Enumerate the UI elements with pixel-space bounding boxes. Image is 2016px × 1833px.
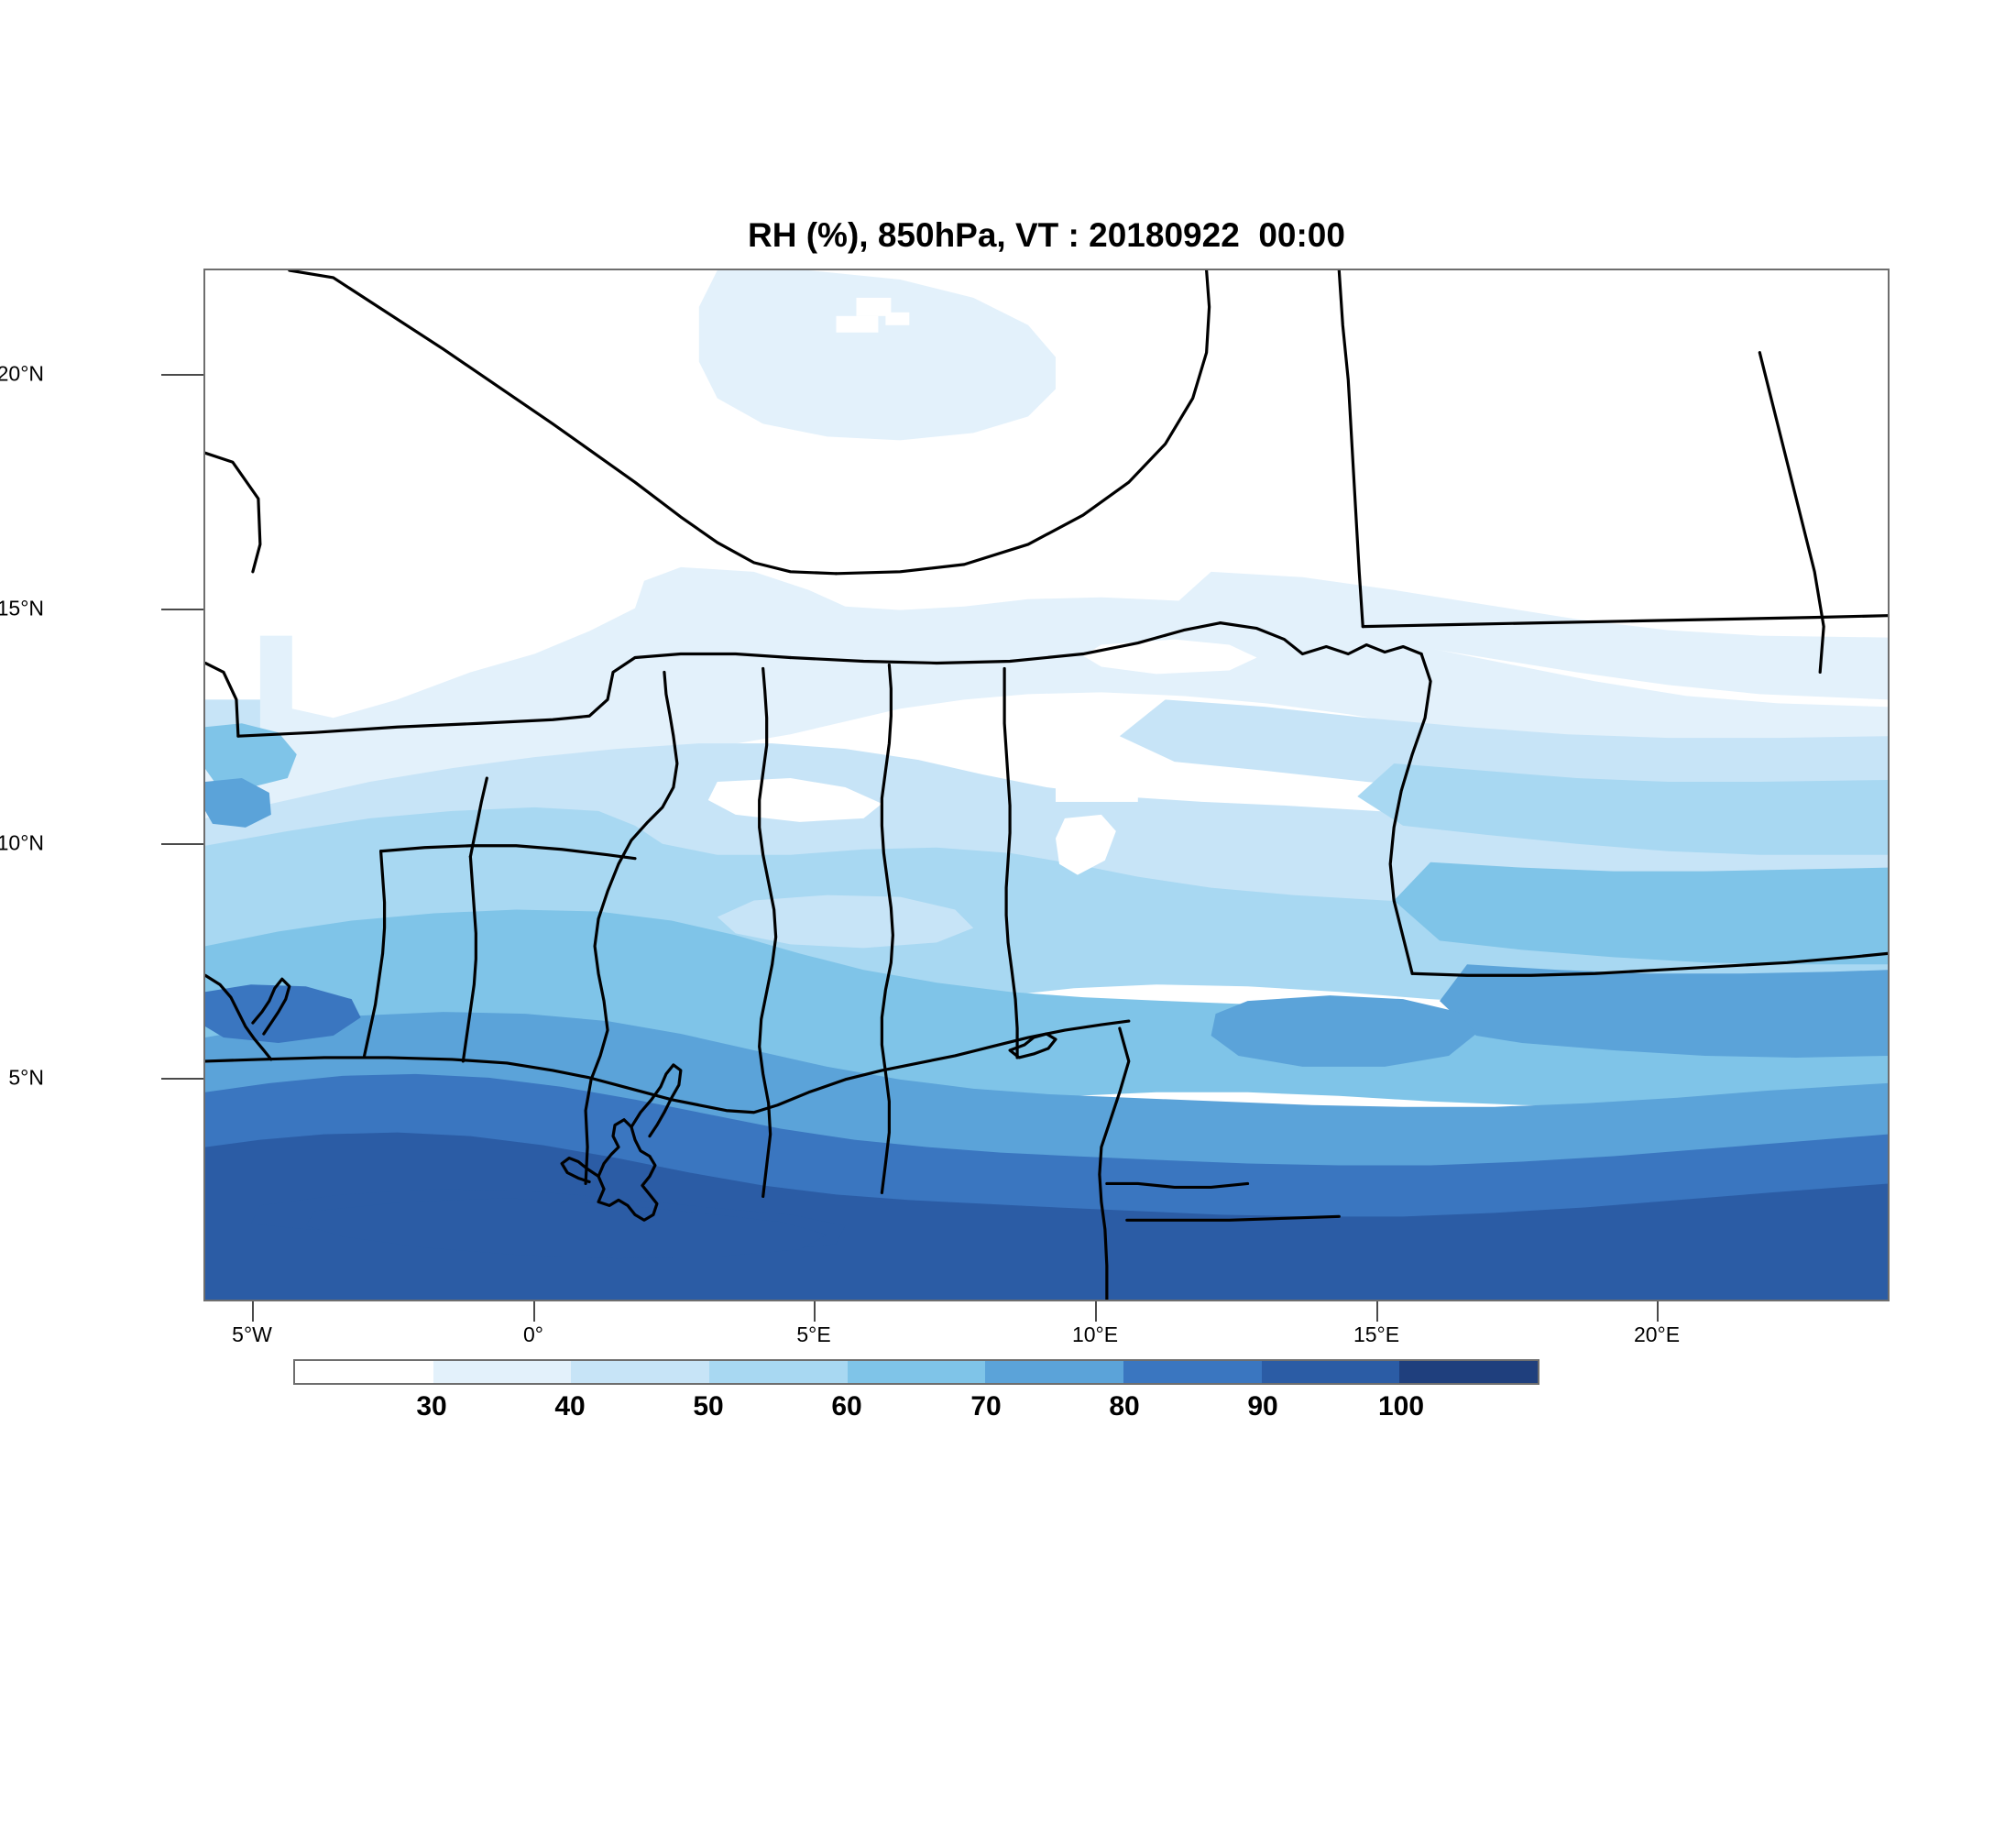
colorbar-tick-60: 60 — [831, 1391, 862, 1421]
ytick-mark-15N — [161, 609, 203, 610]
xtick-mark-5E — [814, 1301, 816, 1322]
xtick-mark-5W — [252, 1301, 254, 1322]
colorbar-tick-30: 30 — [416, 1391, 447, 1421]
ytick-label-15N: 15°N — [0, 596, 44, 620]
xtick-label-5W: 5°W — [232, 1323, 272, 1346]
xtick-mark-0 — [533, 1301, 535, 1322]
xtick-label-5E: 5°E — [796, 1323, 831, 1346]
colorbar-segment-50-60 — [709, 1361, 848, 1383]
map-plot-area[interactable] — [203, 269, 1890, 1301]
contour-enclave-cameroon — [1211, 995, 1476, 1067]
colorbar-tick-50: 50 — [693, 1391, 724, 1421]
colorbar-tick-90: 90 — [1247, 1391, 1278, 1421]
ytick-mark-5N — [161, 1078, 203, 1080]
colorbar-segment-40-50 — [571, 1361, 710, 1383]
colorbar-segment-90-100 — [1261, 1361, 1400, 1383]
ytick-mark-20N — [161, 374, 203, 376]
ytick-label-20N: 20°N — [0, 361, 44, 386]
colorbar-segment-100-110 — [1399, 1361, 1539, 1383]
contour-band-30-40 — [205, 270, 1888, 851]
colorbar-tick-80: 80 — [1109, 1391, 1140, 1421]
xtick-label-10E: 10°E — [1071, 1323, 1119, 1346]
colorbar-tick-70: 70 — [970, 1391, 1002, 1421]
colorbar-tick-40: 40 — [554, 1391, 586, 1421]
xtick-mark-20E — [1657, 1301, 1659, 1322]
xtick-mark-10E — [1095, 1301, 1097, 1322]
xtick-mark-15E — [1376, 1301, 1378, 1322]
colorbar[interactable] — [293, 1359, 1539, 1385]
contour-white-pockets — [707, 297, 1257, 875]
colorbar-segment-30-40 — [433, 1361, 572, 1383]
ytick-label-5N: 5°N — [8, 1065, 44, 1090]
colorbar-tick-100: 100 — [1377, 1391, 1425, 1421]
xtick-label-15E: 15°E — [1353, 1323, 1400, 1346]
ytick-label-10N: 10°N — [0, 830, 44, 855]
colorbar-segment-60-70 — [847, 1361, 986, 1383]
colorbar-segment-20-30 — [295, 1361, 433, 1383]
rh-contour-map — [205, 270, 1888, 1300]
xtick-label-0: 0° — [523, 1323, 543, 1346]
ytick-mark-10N — [161, 843, 203, 845]
xtick-label-20E: 20°E — [1633, 1323, 1681, 1346]
colorbar-segment-80-90 — [1123, 1361, 1262, 1383]
colorbar-segment-70-80 — [985, 1361, 1124, 1383]
coastlines-and-borders — [205, 270, 1888, 1300]
contour-band-100-110 — [305, 1198, 827, 1259]
page-title: RH (%), 850hPa, VT : 20180922 00:00 — [748, 216, 1345, 254]
